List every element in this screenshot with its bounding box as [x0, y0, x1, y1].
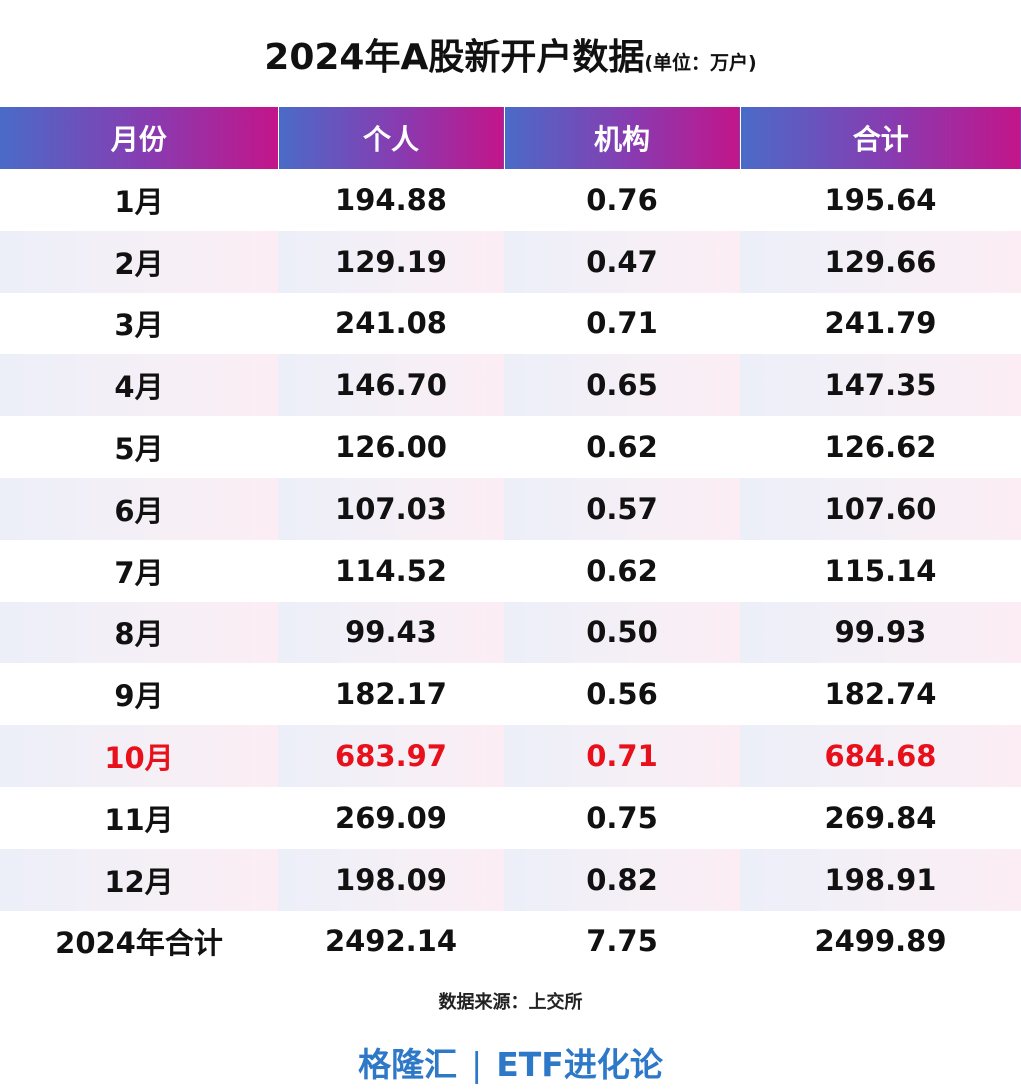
- cell-individual: 146.70: [278, 354, 504, 417]
- cell-total: 198.91: [740, 848, 1021, 911]
- cell-total: 195.64: [824, 182, 937, 217]
- cell-month: 2024年合计: [55, 926, 223, 961]
- cell-total: 99.93: [740, 601, 1021, 664]
- table-row: 7月 114.52 0.62 115.14: [0, 540, 1021, 602]
- cell-institution: 0.62: [586, 430, 658, 465]
- brand-separator: |: [471, 1045, 483, 1084]
- title-unit: (单位：万户): [644, 52, 757, 74]
- title-main: 2024年A股新开户数据: [264, 37, 645, 78]
- cell-month: 5月: [114, 432, 164, 467]
- table-row: 2月 129.19 0.47 129.66: [0, 230, 1021, 293]
- table-row: 6月 107.03 0.57 107.60: [0, 477, 1021, 540]
- cell-month: 4月: [0, 354, 278, 417]
- cell-institution: 0.75: [586, 800, 658, 835]
- cell-individual: 269.09: [335, 800, 447, 835]
- cell-total: 241.79: [824, 306, 937, 341]
- table-row: 8月 99.43 0.50 99.93: [0, 601, 1021, 664]
- table-row: 11月 269.09 0.75 269.84: [0, 787, 1021, 849]
- cell-individual: 683.97: [278, 725, 504, 787]
- cell-month: 11月: [104, 802, 174, 837]
- cell-total: 684.68: [740, 725, 1021, 787]
- brand-footer: 格隆汇 | ETF进化论: [0, 1038, 1021, 1086]
- cell-total: 107.60: [740, 477, 1021, 540]
- cell-individual: 107.03: [278, 477, 504, 540]
- table-body: 1月 194.88 0.76 195.64 2月 129.19 0.47 129.66 3月 24…: [0, 169, 1021, 972]
- table-row: 4月 146.70 0.65 147.35: [0, 354, 1021, 417]
- cell-individual: 129.19: [278, 230, 504, 293]
- table-row: 2024年合计 2492.14 7.75 2499.89: [0, 911, 1021, 973]
- cell-institution: 0.62: [586, 553, 658, 588]
- cell-month: 9月: [114, 679, 164, 714]
- table-row: 3月 241.08 0.71 241.79: [0, 293, 1021, 355]
- table-row: 5月 126.00 0.62 126.62: [0, 416, 1021, 478]
- header-individual: 个人: [277, 107, 504, 169]
- cell-month: 2月: [0, 230, 278, 293]
- cell-total: 269.84: [824, 800, 937, 835]
- cell-institution: 0.76: [586, 182, 658, 217]
- cell-month: 3月: [114, 308, 164, 343]
- cell-institution: 0.56: [586, 677, 658, 712]
- cell-individual: 2492.14: [324, 924, 458, 959]
- cell-month: 6月: [0, 477, 278, 540]
- cell-individual: 182.17: [335, 677, 447, 712]
- table-header: 月份 个人 机构 合计: [0, 107, 1021, 169]
- cell-total: 147.35: [740, 354, 1021, 417]
- cell-total: 182.74: [824, 677, 937, 712]
- cell-month: 12月: [0, 848, 278, 911]
- cell-individual: 114.52: [335, 553, 447, 588]
- cell-individual: 241.08: [335, 306, 447, 341]
- header-month: 月份: [0, 107, 278, 169]
- cell-month: 1月: [114, 184, 164, 219]
- header-total: 合计: [739, 107, 1021, 169]
- table-row: 10月 683.97 0.71 684.68: [0, 725, 1021, 787]
- cell-institution: 0.82: [504, 848, 740, 911]
- cell-individual: 194.88: [335, 182, 447, 217]
- data-source: 数据来源：上交所: [438, 992, 583, 1013]
- cell-individual: 198.09: [278, 848, 504, 911]
- cell-institution: 0.47: [504, 230, 740, 293]
- cell-institution: 0.71: [504, 725, 740, 787]
- cell-month: 10月: [0, 725, 278, 787]
- cell-individual: 99.43: [278, 601, 504, 664]
- brand-name: 格隆汇: [358, 1045, 458, 1084]
- cell-total: 2499.89: [814, 924, 947, 959]
- cell-institution: 0.57: [504, 477, 740, 540]
- header-row: 月份 个人 机构 合计: [0, 107, 1021, 169]
- cell-month: 7月: [114, 555, 164, 590]
- chart-title: 2024年A股新开户数据(单位：万户): [0, 28, 1021, 80]
- cell-total: 129.66: [740, 230, 1021, 293]
- cell-total: 126.62: [824, 430, 937, 465]
- cell-institution: 0.65: [504, 354, 740, 417]
- cell-institution: 7.75: [586, 924, 658, 959]
- table-row: 9月 182.17 0.56 182.74: [0, 663, 1021, 725]
- cell-institution: 0.50: [504, 601, 740, 664]
- cell-institution: 0.71: [586, 306, 658, 341]
- table-row: 12月 198.09 0.82 198.91: [0, 848, 1021, 911]
- header-institution: 机构: [503, 107, 740, 169]
- table-row: 1月 194.88 0.76 195.64: [0, 169, 1021, 231]
- data-table: 月份 个人 机构 合计 1月 194.88 0.76 195.64 2月 129.19 0.…: [0, 107, 1021, 972]
- brand-column: ETF进化论: [496, 1045, 663, 1084]
- cell-month: 8月: [0, 601, 278, 664]
- cell-individual: 126.00: [335, 430, 447, 465]
- cell-total: 115.14: [824, 553, 937, 588]
